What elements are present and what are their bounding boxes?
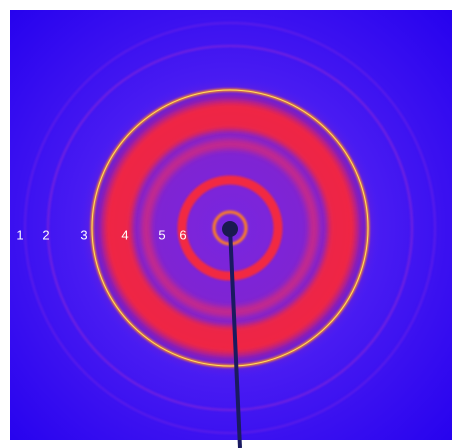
ring-label: 6 (179, 227, 186, 242)
page: 123456 (() => { const data = JSON.parse(… (0, 0, 461, 448)
ring-label: 1 (16, 227, 23, 242)
beam-stop (222, 221, 238, 237)
ring-label: 3 (80, 227, 87, 242)
diffraction-image: 1 2 3 4 56 (0, 0, 461, 448)
ring-label: 2 (42, 227, 49, 242)
ring-label: 5 (158, 227, 165, 242)
ring-label: 4 (121, 227, 128, 242)
